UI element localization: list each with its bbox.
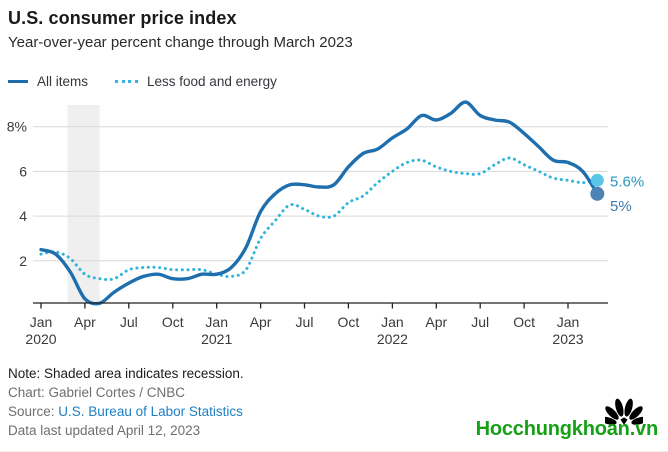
x-tick-label: Apr [250, 314, 272, 330]
end-value-label: 5% [610, 198, 632, 215]
footer: Note: Shaded area indicates recession. C… [8, 366, 244, 442]
series-dotted [39, 156, 599, 282]
y-axis-label: 6 [19, 163, 27, 179]
x-tick-year: 2022 [377, 331, 408, 347]
x-tick-label: Apr [74, 314, 96, 330]
peacock-icon [605, 398, 643, 425]
last-updated: Data last updated April 12, 2023 [8, 423, 201, 438]
end-value-label: 5.6% [610, 173, 644, 190]
legend: All items Less food and energy [8, 74, 281, 89]
x-tick-label: Jan [381, 314, 404, 330]
series-solid [39, 100, 599, 306]
watermark-text[interactable]: Hocchungkhoan.vn [475, 418, 659, 440]
watermark-logo[interactable]: Hocchungkhoan.vn [475, 398, 659, 441]
x-tick-label: Jan [205, 314, 228, 330]
x-tick-label: Jan [30, 314, 53, 330]
recession-note: Note: Shaded area indicates recession. [8, 366, 244, 381]
chart-subtitle: Year-over-year percent change through Ma… [8, 34, 353, 51]
x-tick-label: Oct [513, 314, 535, 330]
x-tick-label: Oct [162, 314, 184, 330]
end-dot [590, 173, 604, 187]
y-axis-label: 2 [19, 253, 27, 269]
source-link[interactable]: U.S. Bureau of Labor Statistics [58, 404, 243, 419]
legend-label-all-items: All items [37, 74, 89, 89]
y-axis-label: 8% [7, 119, 27, 135]
end-dot [590, 186, 605, 201]
x-tick-year: 2020 [25, 331, 56, 347]
legend-dotted-line-swatch [115, 80, 139, 83]
x-tick-label: Jan [557, 314, 580, 330]
legend-solid-line-swatch [8, 80, 28, 83]
chart-credit: Chart: Gabriel Cortes / CNBC [8, 385, 186, 400]
x-tick-label: Jul [296, 314, 314, 330]
x-tick-label: Apr [425, 314, 447, 330]
legend-label-less-food-energy: Less food and energy [147, 74, 277, 89]
source-line: Source: U.S. Bureau of Labor Statistics [8, 404, 244, 420]
chart-title: U.S. consumer price index [8, 8, 237, 28]
source-label: Source: [8, 404, 55, 419]
x-tick-label: Oct [338, 314, 360, 330]
y-axis-label: 4 [19, 208, 27, 224]
x-tick-label: Jul [120, 314, 138, 330]
x-tick-label: Jul [471, 314, 489, 330]
x-tick-year: 2021 [201, 331, 232, 347]
x-tick-year: 2023 [552, 331, 583, 347]
recession-band [67, 105, 100, 303]
